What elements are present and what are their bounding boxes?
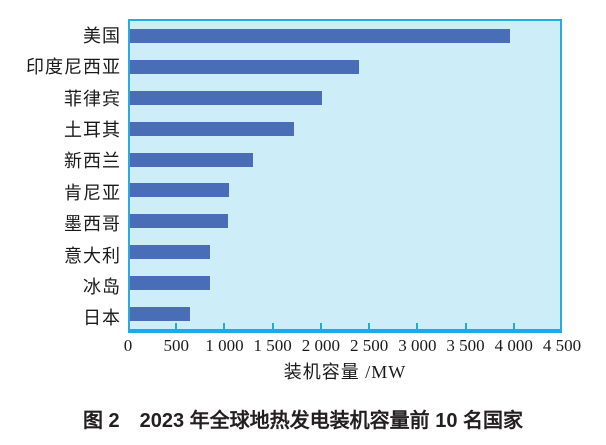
x-tick-labels: 0 500 1 000 1 500 2 000 2 500 3 000 3 500 4 000 4… <box>0 336 606 356</box>
bar-row <box>130 267 560 298</box>
x-tick-label: 3 500 <box>446 336 485 355</box>
chart-bar <box>130 29 511 44</box>
x-tick-mark <box>512 323 515 329</box>
x-tick-label: 1 500 <box>253 336 292 355</box>
chart-bar <box>130 60 360 75</box>
plot-area <box>128 19 562 333</box>
category-label: 菲律宾 <box>64 88 121 109</box>
x-axis-title: 装机容量 /MW <box>283 362 407 382</box>
x-tick-label: 2 500 <box>349 336 389 355</box>
x-tick-mark <box>175 323 178 329</box>
chart-bar <box>130 275 211 290</box>
chart-bar <box>130 183 230 198</box>
bar-row <box>130 144 560 175</box>
category-label: 土耳其 <box>64 119 121 140</box>
chart-bar <box>130 214 229 229</box>
x-tick-label: 500 <box>163 336 189 355</box>
x-tick-mark <box>464 323 467 329</box>
category-label: 意大利 <box>64 245 121 266</box>
bar-row <box>130 206 560 237</box>
category-label: 印度尼西亚 <box>26 57 121 78</box>
bar-row <box>130 113 560 144</box>
category-label: 美国 <box>83 25 121 46</box>
x-tick-label: 0 <box>123 336 133 355</box>
chart-bar <box>130 152 254 167</box>
x-tick-label: 1 000 <box>205 336 244 355</box>
category-label: 墨西哥 <box>64 214 121 235</box>
x-tick-mark <box>319 323 322 329</box>
x-tick-mark <box>368 323 371 329</box>
bar-row <box>130 237 560 268</box>
x-tick-mark <box>416 323 419 329</box>
bar-row <box>130 298 560 329</box>
category-labels: 美国印度尼西亚菲律宾土耳其新西兰肯尼亚墨西哥意大利冰岛日本 <box>0 19 121 333</box>
x-tick-label: 2 000 <box>301 336 340 355</box>
chart-bar <box>130 121 295 136</box>
chart-bar <box>130 90 323 105</box>
category-label: 肯尼亚 <box>64 182 121 203</box>
figure-caption: 图 2 2023 年全球地热发电装机容量前 10 名国家 <box>82 410 524 432</box>
x-tick-label: 4 000 <box>494 336 533 355</box>
x-tick-label: 3 000 <box>398 336 437 355</box>
category-label: 冰岛 <box>83 276 121 297</box>
category-label: 新西兰 <box>64 151 121 172</box>
x-tick-mark <box>271 323 274 329</box>
chart-bar <box>130 306 191 321</box>
bar-row <box>130 83 560 114</box>
bar-row <box>130 52 560 83</box>
x-tick-mark <box>223 323 226 329</box>
category-label: 日本 <box>83 308 121 329</box>
bar-row <box>130 21 560 52</box>
x-tick-label: 4 500 <box>542 336 582 355</box>
bar-row <box>130 175 560 206</box>
chart-bar <box>130 244 211 259</box>
